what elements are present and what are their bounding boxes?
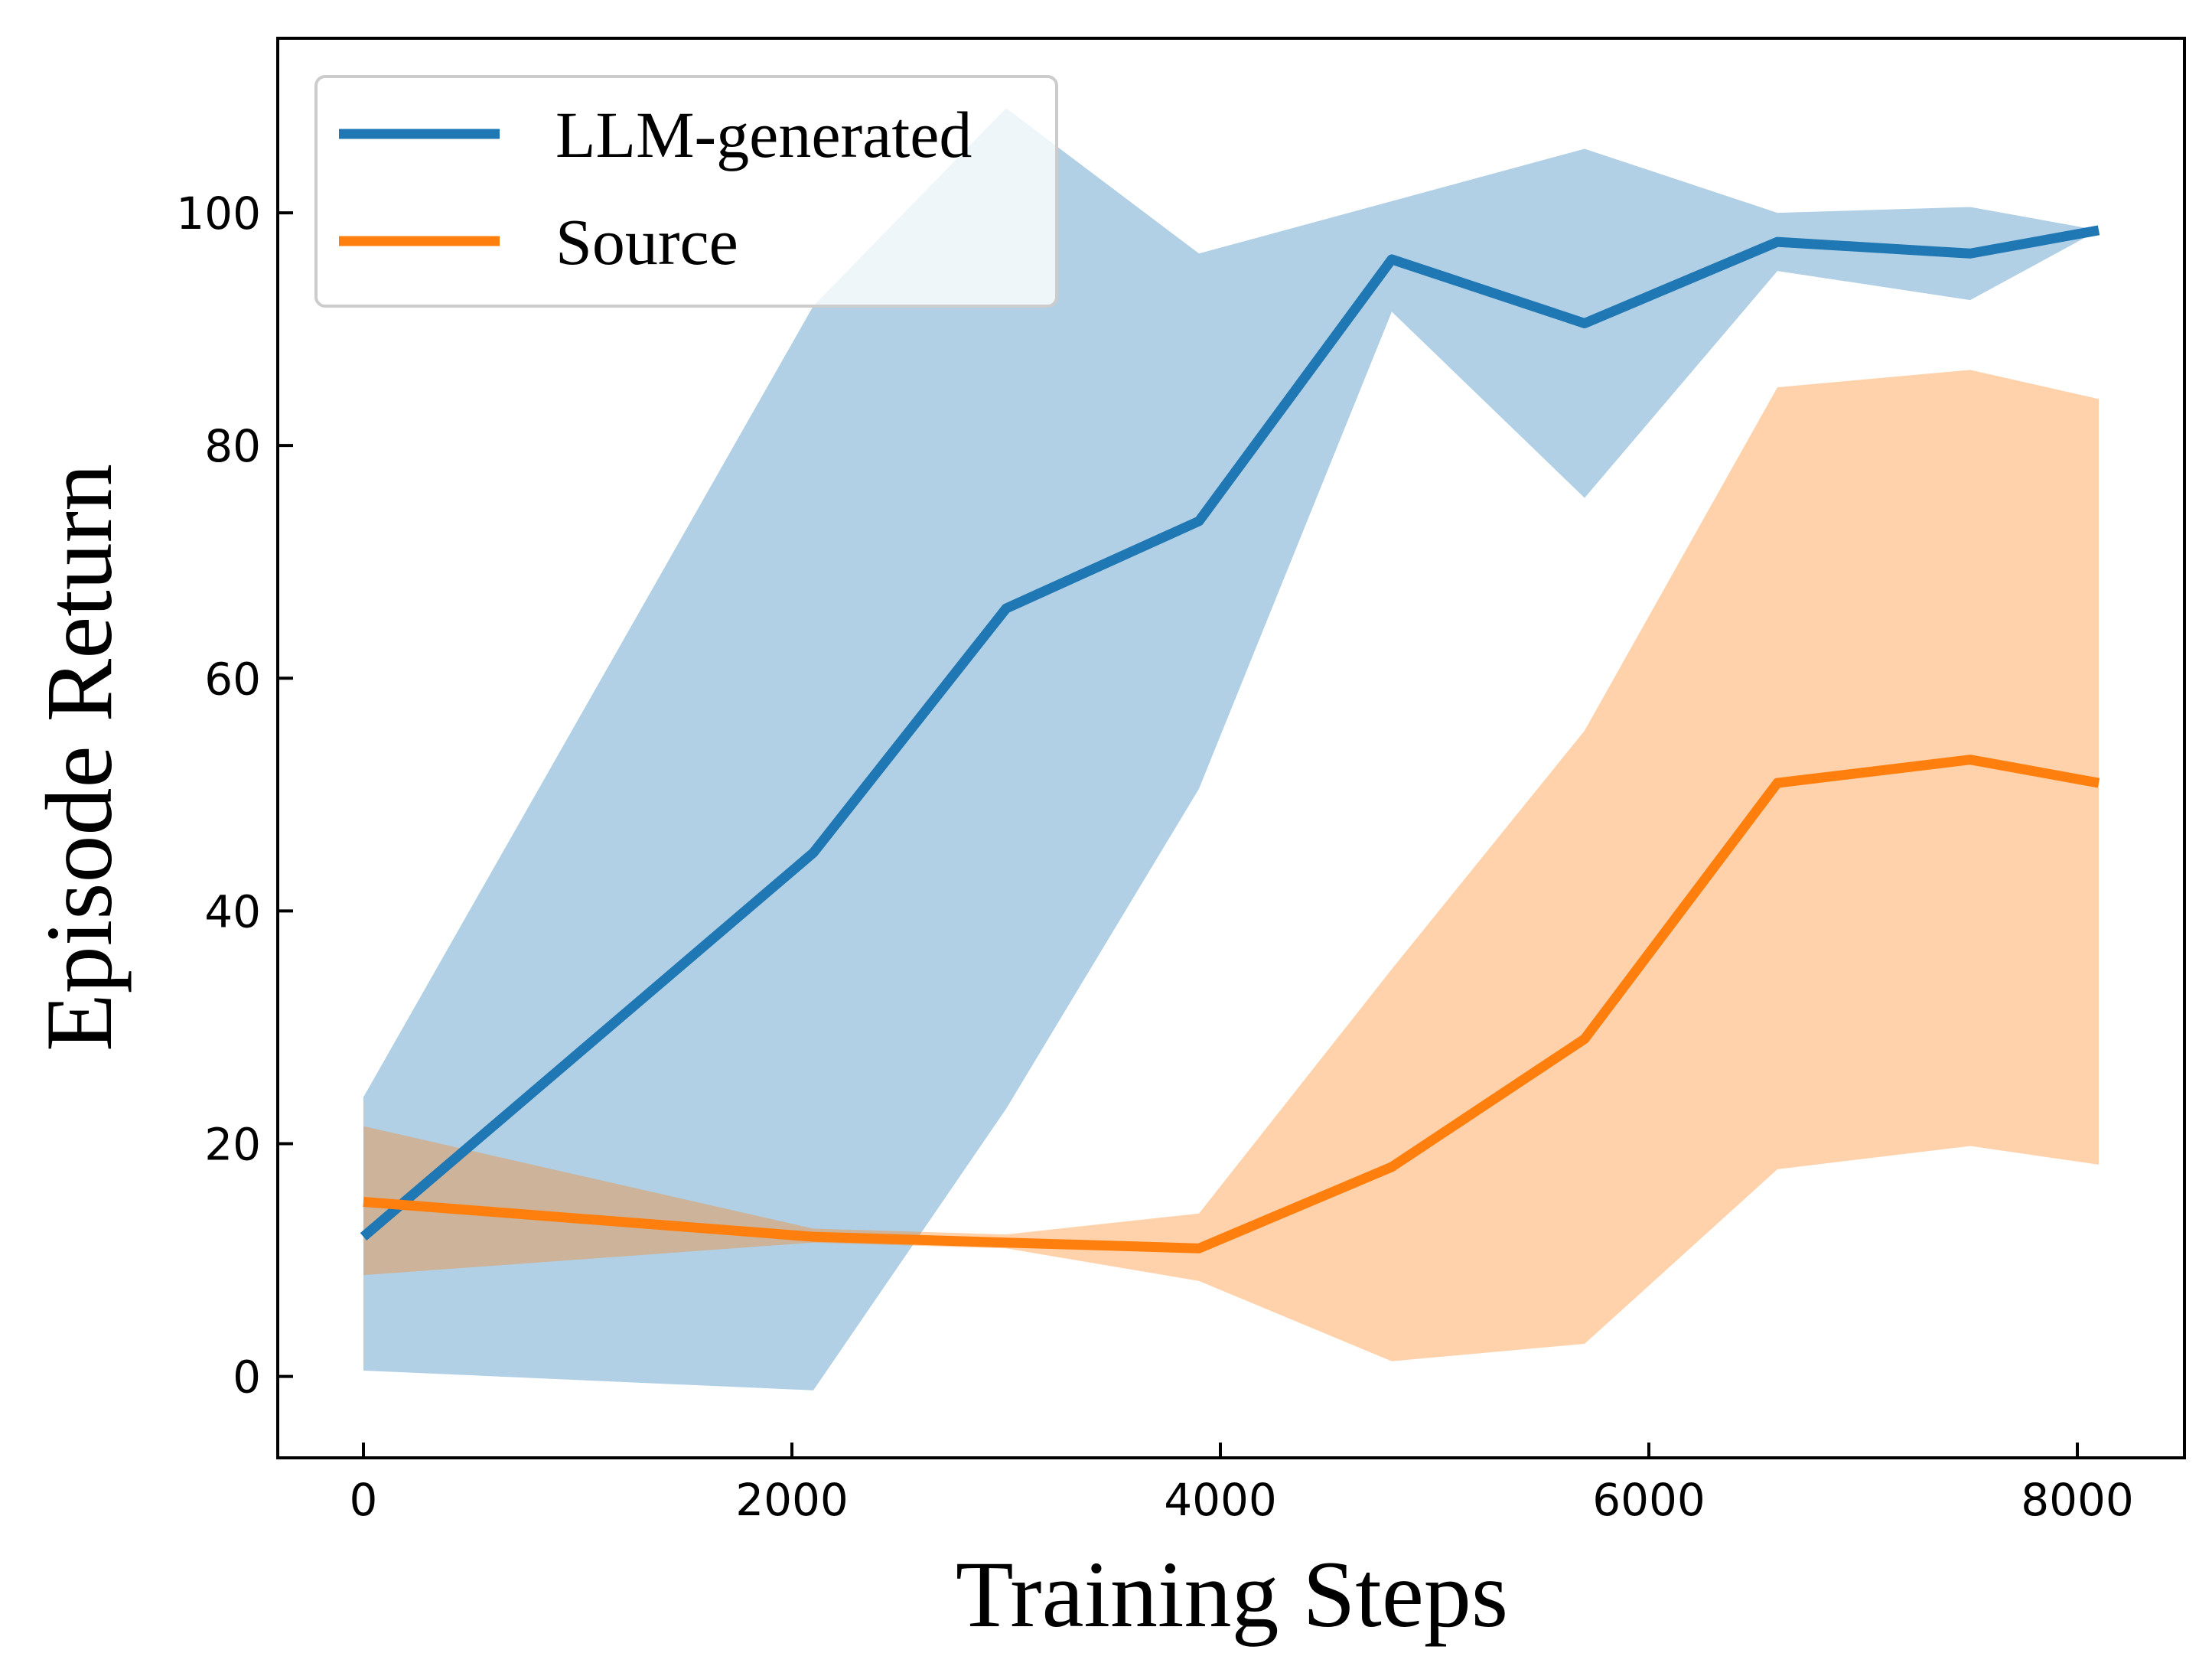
x-tick-label: 2000 [735,1474,849,1526]
y-tick-label: 80 [204,420,261,472]
x-tick-label: 4000 [1164,1474,1277,1526]
y-tick-label: 40 [204,885,261,937]
x-tick-label: 6000 [1592,1474,1705,1526]
source-band [363,370,2099,1361]
legend-label-llm-generated: LLM-generated [555,98,972,171]
source-line [363,755,2100,1254]
y-tick-label: 60 [204,653,261,705]
x-axis-title: Training Steps [956,1542,1508,1647]
legend: LLM-generated Source [314,75,1058,308]
llm-generated-line [360,225,2100,1241]
x-tick-label: 8000 [2021,1474,2134,1526]
series-lines [360,225,2100,1254]
legend-box [314,75,1058,308]
y-tick-label: 100 [176,187,261,240]
confidence-bands [363,108,2099,1390]
plot-frame [276,37,2186,1459]
axes: 0 2000 4000 6000 8000 0 20 40 60 80 100 [176,37,2186,1526]
y-axis-title: Episode Return [27,464,132,1051]
legend-label-source: Source [555,205,738,279]
x-tick-label: 0 [350,1474,378,1526]
y-tick-label: 0 [233,1351,261,1404]
y-tick-label: 20 [204,1118,261,1170]
llm-generated-band [363,108,2099,1390]
